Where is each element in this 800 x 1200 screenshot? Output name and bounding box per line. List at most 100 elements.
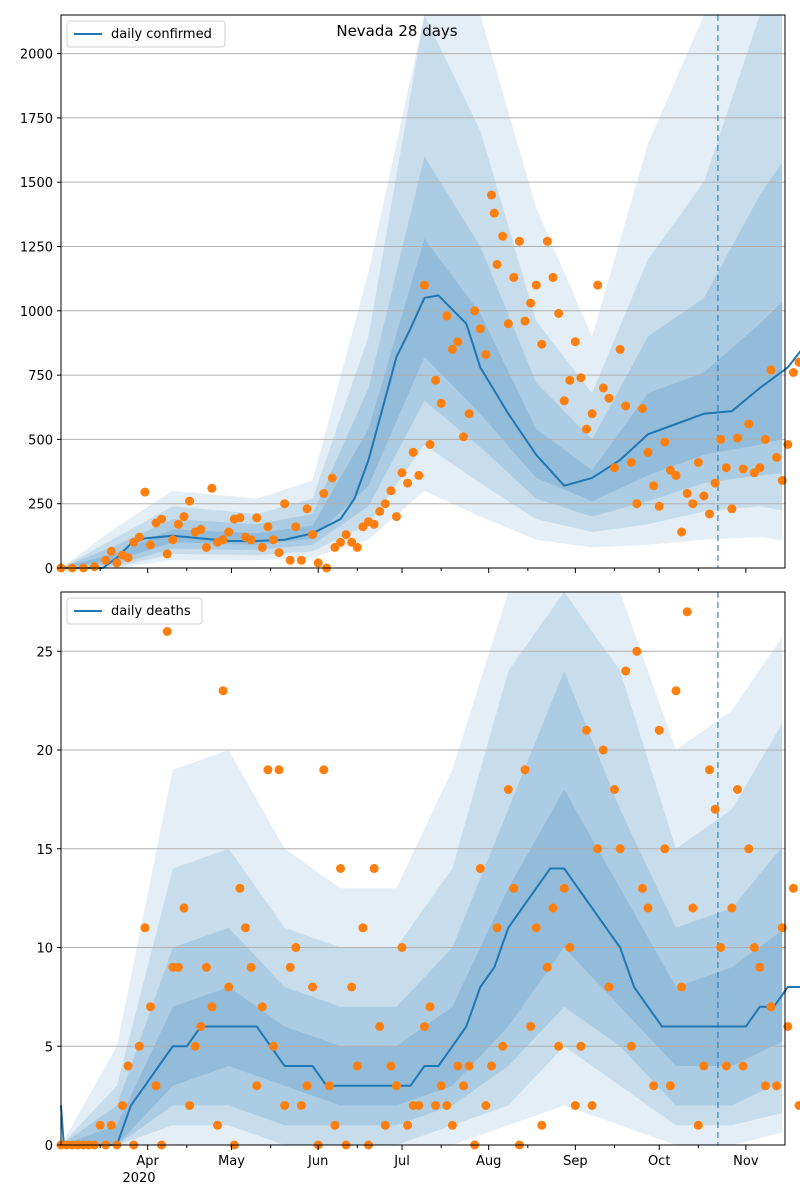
data-point [162, 549, 172, 559]
data-point [391, 1081, 401, 1091]
data-point [526, 298, 536, 308]
confirmed-y-axis: 0 250 500 750 1000 1250 1500 1750 2000 [20, 48, 61, 577]
data-point [492, 923, 502, 933]
confirmed-points [56, 190, 800, 573]
y-tick-label: 1500 [20, 176, 53, 191]
x-tick-label: Sep [563, 1154, 588, 1169]
data-point [319, 765, 329, 775]
data-point [554, 308, 564, 318]
data-point [509, 883, 519, 893]
data-point [749, 943, 759, 952]
data-point [436, 398, 446, 408]
data-point [788, 883, 798, 893]
data-point [682, 488, 692, 498]
data-point [358, 923, 368, 933]
data-point [733, 785, 742, 794]
data-point [637, 404, 647, 413]
data-point [649, 481, 659, 491]
data-point [425, 440, 435, 449]
data-point [95, 1120, 105, 1130]
data-point [626, 1041, 636, 1051]
data-point [179, 903, 189, 913]
y-tick-label: 25 [36, 645, 53, 660]
data-point [218, 535, 228, 545]
data-point [403, 478, 413, 488]
uncertainty-band [61, 238, 783, 569]
data-point [263, 522, 273, 532]
data-point [498, 231, 508, 241]
data-point [386, 486, 396, 496]
data-point [414, 1101, 424, 1110]
data-point [688, 903, 698, 913]
data-point [671, 470, 681, 480]
data-point [621, 666, 631, 676]
chart-title: Nevada 28 days [336, 22, 457, 40]
data-point [492, 260, 502, 269]
data-point [280, 1101, 290, 1110]
data-point [705, 509, 714, 519]
data-point [649, 1081, 659, 1091]
data-point [397, 468, 407, 478]
data-point [134, 532, 144, 542]
data-point [520, 316, 530, 326]
deaths-panel: 0 5 10 15 20 25 Apr May Jun Jul Aug Sep Oct Nov dail… [36, 591, 800, 1186]
x-tick-label: Apr [136, 1154, 159, 1169]
data-point [660, 844, 670, 854]
data-point [738, 1061, 748, 1071]
data-point [447, 1120, 457, 1130]
data-point [296, 1101, 306, 1110]
data-point [419, 1022, 429, 1031]
x-tick-label: Nov [733, 1154, 759, 1169]
deaths-x-axis: Apr May Jun Jul Aug Sep Oct Nov [99, 1145, 759, 1169]
data-point [537, 339, 547, 349]
data-point [593, 280, 603, 290]
data-point [643, 447, 653, 457]
data-point [101, 555, 111, 565]
data-point [274, 765, 284, 775]
y-tick-label: 10 [36, 942, 53, 957]
data-point [660, 437, 670, 447]
data-point [643, 903, 653, 913]
y-tick-label: 0 [45, 1139, 53, 1154]
data-point [112, 558, 122, 568]
data-point [604, 982, 614, 992]
data-point [369, 519, 379, 529]
data-point [436, 1081, 446, 1091]
data-point [459, 432, 468, 442]
data-point [319, 488, 329, 498]
y-tick-label: 1250 [20, 240, 53, 255]
data-point [179, 512, 189, 522]
data-point [241, 923, 250, 933]
data-point [246, 535, 256, 545]
data-point [431, 375, 441, 385]
data-point [721, 1061, 731, 1071]
series-line [61, 294, 800, 569]
data-point [637, 883, 647, 893]
data-point [604, 393, 614, 403]
data-point [464, 1061, 474, 1071]
data-point [772, 452, 782, 462]
data-point [489, 208, 499, 218]
data-point [744, 844, 754, 854]
data-point [291, 943, 301, 952]
uncertainty-band [61, 592, 783, 1145]
y-tick-label: 250 [28, 498, 53, 513]
data-point [565, 375, 575, 385]
data-point [190, 1041, 200, 1051]
data-point [252, 513, 262, 523]
data-point [442, 311, 452, 321]
data-point [375, 506, 385, 516]
data-point [537, 1120, 547, 1130]
deaths-y-axis: 0 5 10 15 20 25 [36, 645, 61, 1154]
data-point [391, 512, 401, 522]
data-point [559, 396, 569, 406]
data-point [425, 1002, 435, 1012]
data-point [274, 548, 284, 558]
data-point [296, 555, 306, 565]
data-point [554, 1041, 564, 1051]
data-point [587, 409, 597, 419]
data-point [487, 190, 496, 200]
data-point [710, 478, 720, 488]
data-point [201, 962, 211, 972]
